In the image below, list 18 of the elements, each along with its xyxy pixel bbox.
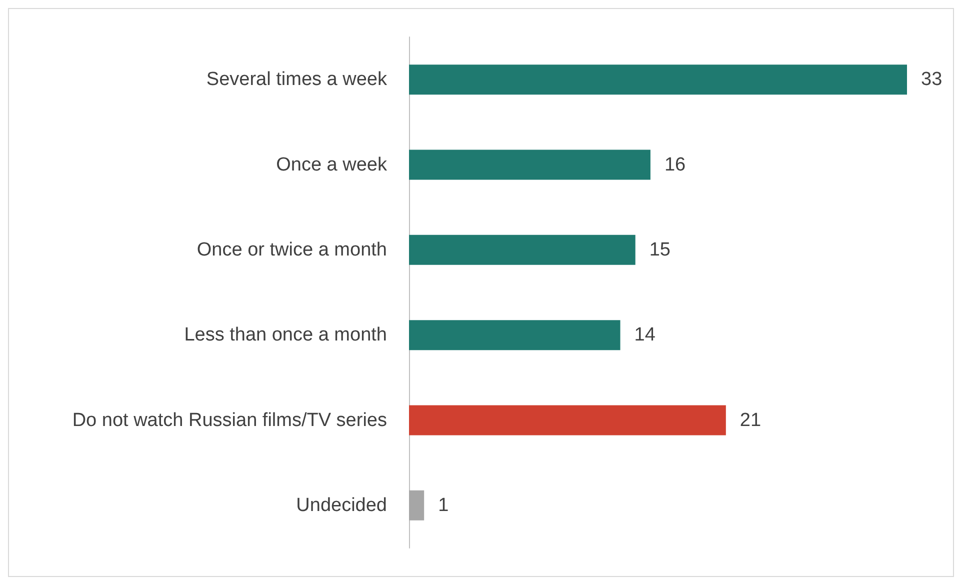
data-label: 15 [649, 239, 671, 260]
data-label: 21 [740, 410, 762, 431]
data-label: 16 [664, 154, 686, 176]
data-label: 1 [438, 494, 449, 516]
bar [409, 234, 636, 265]
y-tick-label: Once a week [276, 154, 388, 176]
data-label: 33 [921, 69, 942, 90]
bar [409, 64, 907, 95]
data-label: 14 [634, 324, 656, 346]
y-tick-label: Once or twice a month [196, 239, 387, 260]
bar [409, 405, 726, 436]
y-tick-label: Undecided [296, 494, 387, 516]
bar [409, 490, 424, 520]
y-tick-label: Less than once a month [184, 324, 387, 346]
bar [409, 150, 650, 180]
y-tick-label: Several times a week [206, 69, 388, 90]
y-tick-label: Do not watch Russian films/TV series [72, 410, 387, 431]
bar [409, 320, 620, 350]
